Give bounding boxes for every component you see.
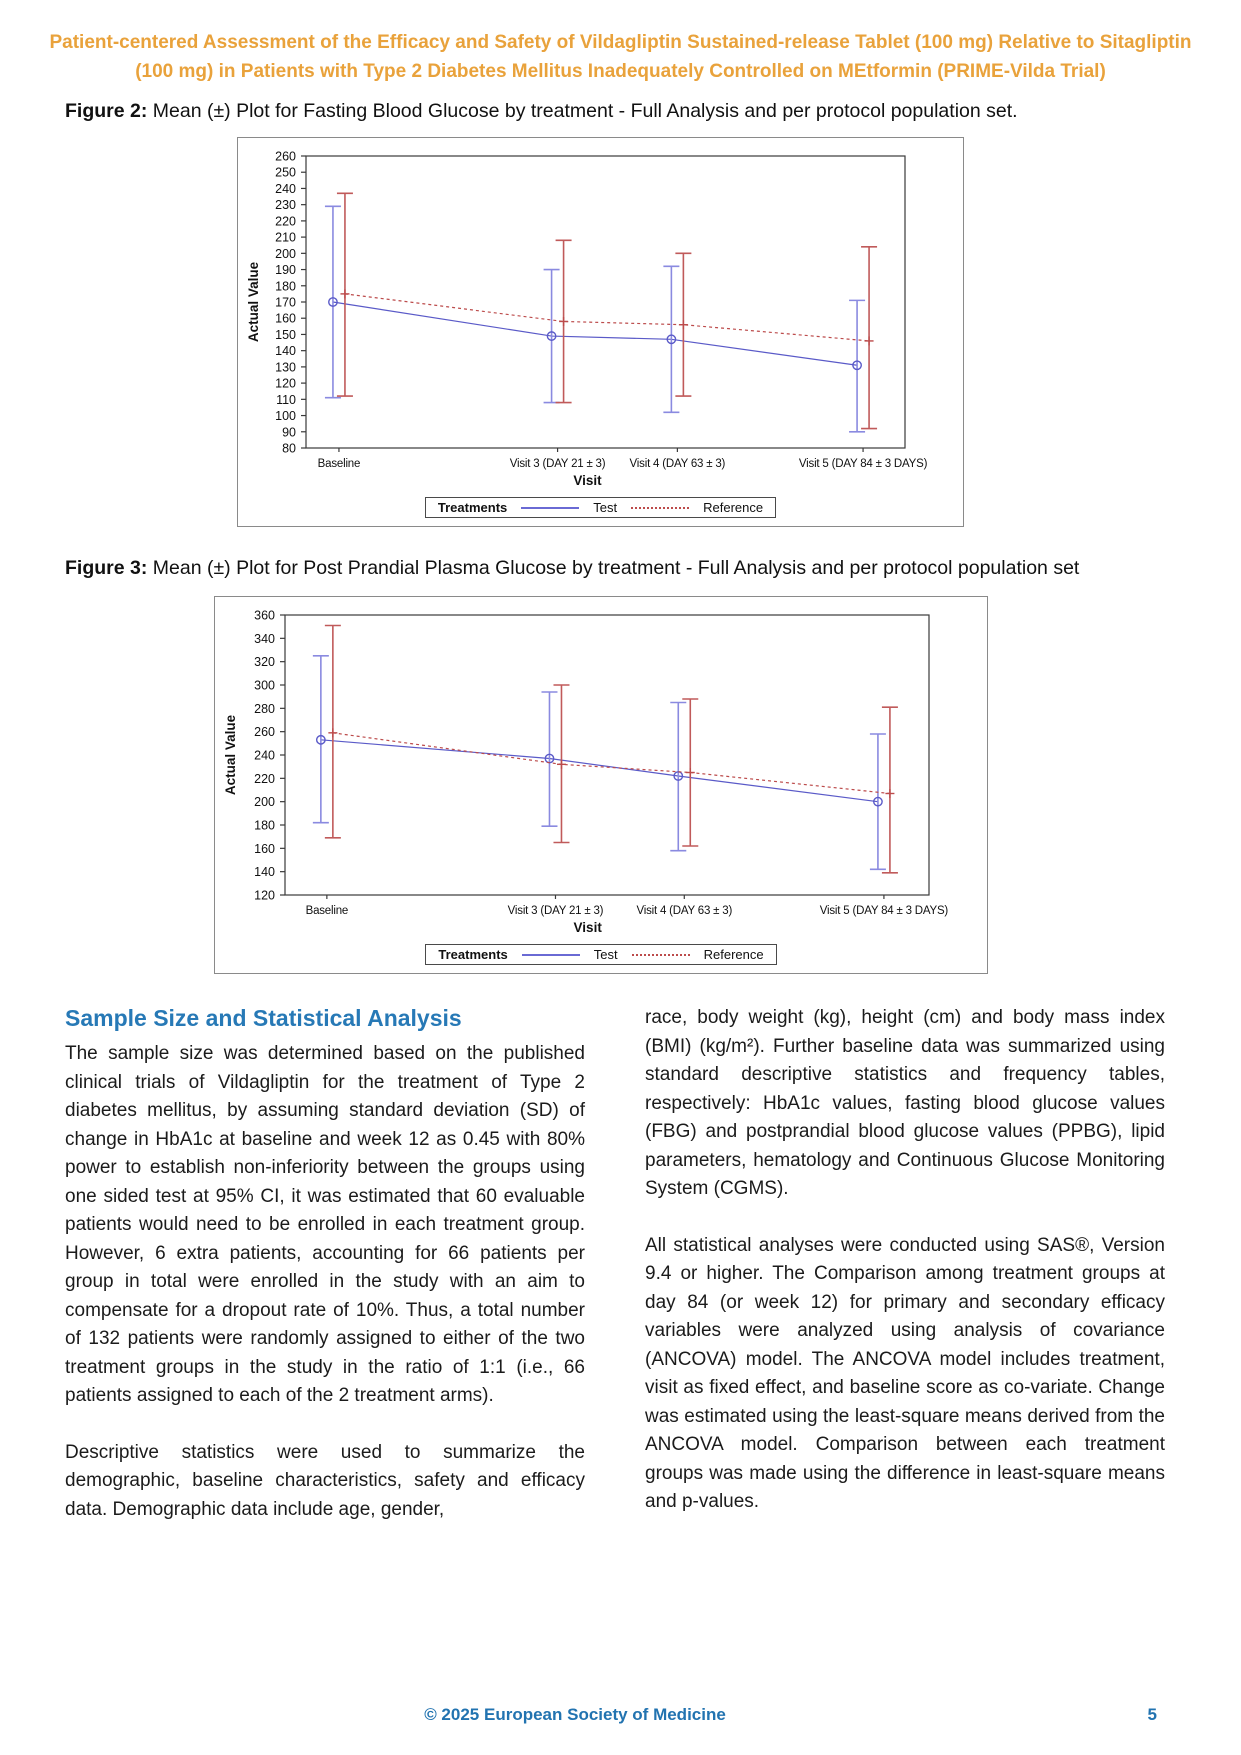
svg-text:Baseline: Baseline — [306, 905, 349, 917]
reference-line-icon — [631, 506, 690, 509]
footer-copyright: © 2025 European Society of Medicine — [424, 1705, 726, 1724]
figure3-label: Figure 3: — [65, 557, 148, 579]
svg-text:Actual Value: Actual Value — [246, 261, 261, 342]
svg-text:130: 130 — [275, 360, 296, 374]
svg-text:280: 280 — [254, 702, 275, 716]
paper-title-line1: Patient-centered Assessment of the Effic… — [49, 32, 1192, 53]
paragraph: All statistical analyses were conducted … — [645, 1234, 1165, 1513]
figure2-label: Figure 2: — [65, 100, 148, 122]
svg-text:250: 250 — [275, 166, 296, 180]
svg-text:240: 240 — [254, 749, 275, 763]
figure2-legend: Treatments Test Reference — [424, 497, 777, 518]
svg-text:170: 170 — [275, 296, 296, 310]
section-heading: Sample Size and Statistical Analysis — [65, 1005, 462, 1031]
svg-text:260: 260 — [254, 725, 275, 739]
svg-text:300: 300 — [254, 679, 275, 693]
svg-text:Visit: Visit — [573, 473, 602, 488]
left-column: Sample Size and Statistical Analysis The… — [65, 1004, 585, 1552]
legend-title: Treatments — [438, 947, 508, 962]
svg-text:220: 220 — [275, 214, 296, 228]
svg-text:180: 180 — [254, 819, 275, 833]
legend-reference-label: Reference — [703, 947, 764, 962]
paper-title-line2: (100 mg) in Patients with Type 2 Diabete… — [135, 61, 1106, 82]
svg-text:120: 120 — [254, 889, 275, 903]
svg-text:260: 260 — [275, 150, 296, 164]
svg-text:Baseline: Baseline — [318, 458, 361, 470]
paragraph: race, body weight (kg), height (cm) and … — [645, 1007, 1165, 1199]
svg-text:Visit 4 (DAY 63 ± 3): Visit 4 (DAY 63 ± 3) — [630, 458, 726, 470]
svg-text:140: 140 — [275, 344, 296, 358]
svg-text:100: 100 — [275, 409, 296, 423]
figure2-legend-row: Treatments Test Reference — [238, 497, 963, 518]
svg-text:Visit 3 (DAY 21 ± 3): Visit 3 (DAY 21 ± 3) — [508, 905, 604, 917]
svg-text:90: 90 — [282, 425, 296, 439]
svg-text:Visit: Visit — [574, 920, 603, 935]
svg-text:160: 160 — [275, 312, 296, 326]
right-column: race, body weight (kg), height (cm) and … — [645, 1004, 1165, 1552]
svg-text:Visit 5 (DAY 84 ± 3 DAYS): Visit 5 (DAY 84 ± 3 DAYS) — [799, 458, 928, 470]
svg-text:Actual Value: Actual Value — [223, 714, 238, 795]
svg-text:160: 160 — [254, 842, 275, 856]
legend-test-label: Test — [593, 947, 618, 962]
test-line-icon — [521, 506, 580, 509]
svg-text:320: 320 — [254, 655, 275, 669]
svg-text:210: 210 — [275, 231, 296, 245]
svg-text:340: 340 — [254, 632, 275, 646]
svg-text:110: 110 — [276, 393, 296, 407]
figure2-chart-box: 80 90 100 110 120 130 140 150 160 170 180 190 200 210… — [237, 137, 964, 527]
legend-test-label: Test — [593, 500, 618, 515]
svg-text:140: 140 — [254, 865, 275, 879]
svg-text:Visit 4 (DAY 63 ± 3): Visit 4 (DAY 63 ± 3) — [636, 905, 732, 917]
body-text-columns: Sample Size and Statistical Analysis The… — [65, 1004, 1165, 1552]
svg-text:180: 180 — [275, 279, 296, 293]
figure3-legend-row: Treatments Test Reference — [215, 944, 987, 965]
svg-text:150: 150 — [275, 328, 296, 342]
paragraph: Descriptive statistics were used to summ… — [65, 1441, 585, 1520]
legend-reference-label: Reference — [703, 500, 764, 515]
figure2-caption-text: Mean (±) Plot for Fasting Blood Glucose … — [147, 100, 1018, 122]
figure3-chart-box: 120 140 160 180 200 220 240 260 280 300 320 340 360 A… — [214, 596, 988, 974]
svg-text:360: 360 — [254, 609, 275, 623]
svg-text:200: 200 — [275, 247, 296, 261]
svg-text:220: 220 — [254, 772, 275, 786]
fasting-blood-glucose-chart: 80 90 100 110 120 130 140 150 160 170 180 190 200 210… — [246, 150, 928, 489]
figure3-caption: Figure 3: Mean (±) Plot for Post Prandia… — [65, 557, 1165, 580]
svg-text:240: 240 — [275, 182, 296, 196]
paragraph: The sample size was determined based on … — [65, 1043, 585, 1406]
post-prandial-glucose-chart: 120 140 160 180 200 220 240 260 280 300 320 340 360 A… — [223, 609, 949, 936]
paper-title: Patient-centered Assessment of the Effic… — [0, 0, 1241, 86]
svg-text:Visit 5 (DAY 84 ± 3 DAYS): Visit 5 (DAY 84 ± 3 DAYS) — [820, 905, 949, 917]
page-number: 5 — [1147, 1705, 1157, 1724]
figure2-caption: Figure 2: Mean (±) Plot for Fasting Bloo… — [65, 100, 1165, 123]
svg-text:Visit 3 (DAY 21 ± 3): Visit 3 (DAY 21 ± 3) — [510, 458, 606, 470]
svg-text:120: 120 — [275, 377, 296, 391]
svg-text:200: 200 — [254, 795, 275, 809]
svg-text:230: 230 — [275, 198, 296, 212]
legend-title: Treatments — [437, 500, 508, 515]
reference-line-icon — [631, 953, 690, 956]
figure3-caption-text: Mean (±) Plot for Post Prandial Plasma G… — [147, 557, 1080, 579]
test-line-icon — [521, 953, 580, 956]
svg-text:80: 80 — [282, 442, 296, 456]
figure3-legend: Treatments Test Reference — [425, 944, 777, 965]
svg-text:190: 190 — [275, 263, 296, 277]
